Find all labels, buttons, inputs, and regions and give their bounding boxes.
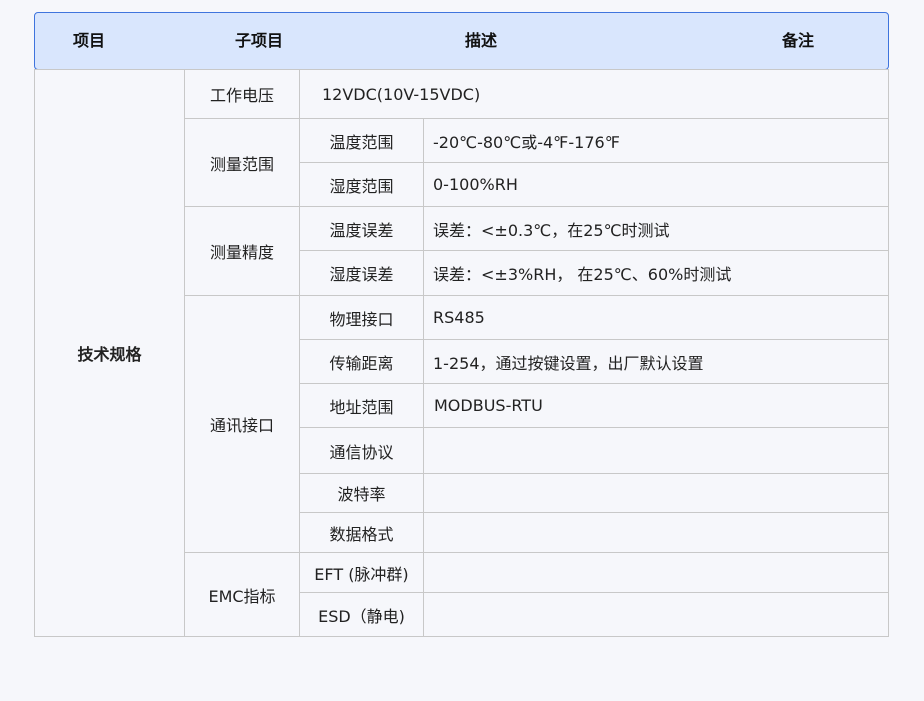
header-item: 项目: [72, 31, 106, 50]
value-cell: [423, 592, 889, 637]
value-cell: -20℃-80℃或-4℉-176℉: [423, 118, 889, 163]
value-cell: MODBUS-RTU: [423, 383, 889, 428]
value-cell: 12VDC(10V-15VDC): [299, 69, 889, 119]
param-cell: 数据格式: [299, 512, 424, 553]
table-header: 项目 子项目 描述 备注: [34, 12, 889, 70]
subitem-cell: 工作电压: [184, 69, 300, 119]
value-cell: [423, 552, 889, 593]
param-cell: 物理接口: [299, 295, 424, 340]
table-row: 技术规格 工作电压 12VDC(10V-15VDC): [34, 69, 889, 637]
header-remark: 备注: [781, 31, 815, 50]
header-subitem: 子项目: [234, 31, 284, 50]
param-cell: 温度误差: [299, 206, 424, 251]
spec-table: 技术规格 工作电压 12VDC(10V-15VDC) 测量范围 温度范围 -20…: [34, 69, 889, 637]
table-row: EMC指标 EFT (脉冲群): [35, 552, 889, 637]
value-cell: [423, 512, 889, 553]
subitem-cell: EMC指标: [184, 552, 300, 637]
table-row: 湿度误差 误差：<±3%RH， 在25℃、60%时测试: [35, 250, 889, 296]
param-cell: 地址范围: [299, 383, 424, 428]
subitem-cell: 测量精度: [184, 206, 300, 296]
table-row: 通讯接口 物理接口 RS485: [35, 295, 889, 553]
value-cell: [423, 473, 889, 513]
param-cell: 湿度误差: [299, 250, 424, 296]
table-row: ESD（静电): [35, 592, 889, 637]
value-cell: 0-100%RH: [423, 162, 889, 207]
header-description: 描述: [464, 31, 498, 50]
value-cell: RS485: [423, 295, 889, 340]
value-cell: 误差：<±0.3℃，在25℃时测试: [423, 206, 889, 251]
value-cell: 误差：<±3%RH， 在25℃、60%时测试: [423, 250, 889, 296]
param-cell: 湿度范围: [299, 162, 424, 207]
value-cell: [423, 427, 889, 474]
subitem-cell: 通讯接口: [184, 295, 300, 553]
table-row: 测量范围 温度范围 -20℃-80℃或-4℉-176℉: [35, 118, 889, 207]
value-cell: 1-254，通过按键设置，出厂默认设置: [423, 339, 889, 384]
subitem-cell: 测量范围: [184, 118, 300, 207]
param-cell: 传输距离: [299, 339, 424, 384]
param-cell: 波特率: [299, 473, 424, 513]
table-row: 地址范围 MODBUS-RTU: [35, 383, 889, 428]
table-row: 传输距离 1-254，通过按键设置，出厂默认设置: [35, 339, 889, 384]
param-cell: ESD（静电): [299, 592, 424, 637]
param-cell: EFT (脉冲群): [299, 552, 424, 593]
param-cell: 通信协议: [299, 427, 424, 474]
table-row: 测量精度 温度误差 误差：<±0.3℃，在25℃时测试: [35, 206, 889, 296]
param-cell: 温度范围: [299, 118, 424, 163]
category-cell: 技术规格: [34, 69, 185, 637]
table-row: 湿度范围 0-100%RH: [35, 162, 889, 207]
